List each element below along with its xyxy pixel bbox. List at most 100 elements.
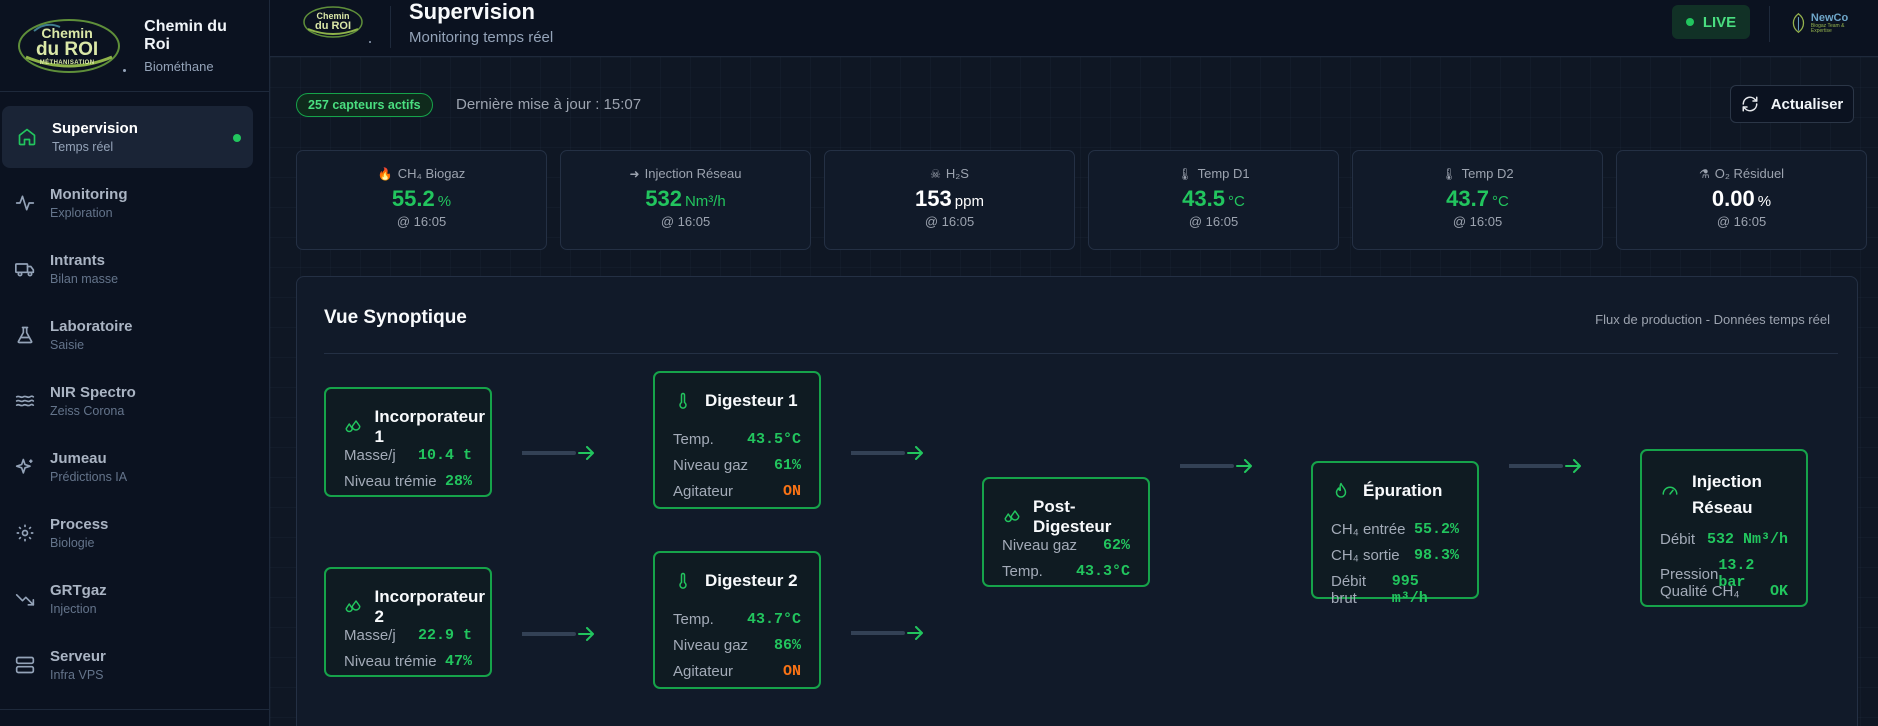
activity-icon [14,192,36,214]
thermometer-icon: 🌡 [1177,166,1193,181]
sidebar-item-jumeau[interactable]: Jumeau Prédictions IA [0,436,269,498]
node-row-label: Temp. [673,611,714,628]
partner-logo[interactable]: NewCo Biogaz Team & Expertise [1790,8,1858,38]
sidebar-item-grtgaz[interactable]: GRTgaz Injection [0,568,269,630]
brand-dot [123,69,126,72]
node-title: Incorporateur 2 [374,587,486,626]
kpi-value: 43.7 [1446,186,1489,211]
node-row-value: 86% [773,637,801,654]
node-injection-reseau[interactable]: Injection Réseau Débit 532 Nm³/h Pression 1… [1640,449,1808,607]
agitator-status: ON [782,483,801,500]
refresh-button[interactable]: Actualiser [1730,85,1854,123]
home-icon [16,126,38,148]
brand-logo[interactable]: Chemin du ROI MÉTHANISATION [16,17,120,75]
sidebar-item-process[interactable]: Process Biologie [0,502,269,564]
kpi-label: O₂ Résiduel [1714,166,1785,181]
node-title: Incorporateur 1 [374,407,486,446]
gauge-icon [1660,481,1680,501]
node-row-label: CH₄ entrée [1331,521,1406,538]
node-title-line1: Injection [1692,472,1762,491]
brand-header: Chemin du ROI MÉTHANISATION Chemin du Ro… [0,0,269,92]
sidebar-item-nir-spectro[interactable]: NIR Spectro Zeiss Corona [0,370,269,432]
sidebar-item-sub: Zeiss Corona [50,404,125,418]
kpi-label: Temp D1 [1197,166,1250,181]
node-row-value: 995 m³/h [1391,573,1428,607]
top-header: Chemin du ROI Supervision Monitoring tem… [270,0,1878,57]
kpi-value-wrap: 55.2% [297,186,546,212]
node-row-value: 28% [444,473,472,490]
header-logo-line2: du ROI [314,20,352,32]
node-row-value: 62% [1102,537,1130,554]
node-row-label: Niveau trémie [344,653,437,670]
sidebar-item-label: NIR Spectro [50,384,136,401]
thermometer-icon [673,391,693,411]
sidebar-item-label: Serveur [50,648,106,665]
node-row-value: 22.9 t [417,627,472,644]
node-row-value: 43.5°C [746,431,801,448]
sidebar-item-label: Monitoring [50,186,128,203]
brand-subtitle: Biométhane [144,58,214,74]
kpi-unit: °C [1491,193,1509,210]
kpi-value-wrap: 43.7 °C [1353,186,1602,212]
thermometer-icon: 🌡 [1441,166,1457,181]
node-row-value: OK [1769,583,1788,600]
brand-logo-line1: Chemin [41,24,93,41]
skull-icon: ☠ [930,166,941,181]
arrow-right-icon: ➜ [629,166,640,181]
node-digesteur-2[interactable]: Digesteur 2 Temp. 43.7°C Niveau gaz 86% Ag… [653,551,821,689]
node-incorporateur-1[interactable]: Incorporateur 1 Masse/j 10.4 t Niveau tré… [324,387,492,497]
sidebar-item-sub: Temps réel [52,140,114,154]
waves-icon [14,390,36,412]
sparkles-icon [14,456,36,478]
sidebar-item-sub: Infra VPS [50,668,104,682]
header-logo-dot [369,41,371,43]
flow-arrow-icon [1180,459,1252,473]
kpi-unit: % [1757,193,1772,210]
server-icon [14,654,36,676]
sidebar-item-serveur[interactable]: Serveur Infra VPS [0,634,269,696]
kpi-label: Temp D2 [1461,166,1514,181]
header-logo[interactable]: Chemin du ROI [302,5,364,39]
node-row-label: CH₄ sortie [1331,547,1400,564]
flow-arrow-icon [522,627,594,641]
kpi-unit: ppm [954,193,984,210]
kpi-value: 153 [915,186,952,211]
refresh-icon [1741,95,1759,113]
sidebar-divider [0,709,269,710]
sidebar-item-label: Process [50,516,109,533]
sidebar-item-supervision[interactable]: Supervision Temps réel [2,106,253,168]
node-row-label: Pression [1660,565,1719,583]
node-post-digesteur[interactable]: Post-Digesteur Niveau gaz 62% Temp. 43.3°C [982,477,1150,587]
kpi-unit: % [437,193,452,210]
page-subtitle: Monitoring temps réel [409,29,554,46]
node-row-label: Niveau trémie [344,473,437,490]
synoptic-title: Vue Synoptique [324,307,467,328]
gear-icon [14,522,36,544]
kpi-unit: °C [1227,193,1245,210]
node-row-label: Temp. [673,431,714,448]
node-title: Digesteur 2 [705,571,798,590]
kpi-card-o2-residuel: ⚗ O₂ Résiduel 0.00% @ 16:05 [1616,150,1867,250]
kpi-time: @ 16:05 [396,214,447,229]
droplets-icon [344,417,363,437]
partner-leaf-icon [1792,12,1805,34]
sidebar-item-sub: Exploration [50,206,113,220]
node-row-value: 55.2% [1413,521,1459,538]
sidebar-item-laboratoire[interactable]: Laboratoire Saisie [0,304,269,366]
kpi-card-injection-reseau: ➜ Injection Réseau 532 Nm³/h @ 16:05 [560,150,811,250]
node-digesteur-1[interactable]: Digesteur 1 Temp. 43.5°C Niveau gaz 61% Ag… [653,371,821,509]
active-indicator-dot [233,134,241,142]
kpi-time: @ 16:05 [924,214,975,229]
node-title: Épuration [1363,481,1443,500]
live-label: LIVE [1702,13,1737,31]
kpi-value: 55.2 [391,186,435,211]
node-epuration[interactable]: Épuration CH₄ entrée 55.2% CH₄ sortie 98.3… [1311,461,1479,607]
node-incorporateur-2[interactable]: Incorporateur 2 Masse/j 22.9 t Niveau tré… [324,567,492,677]
sidebar-item-monitoring[interactable]: Monitoring Exploration [0,172,269,234]
kpi-value-wrap: 0.00% [1617,186,1866,212]
partner-name: NewCo [1810,11,1849,24]
kpi-card-temp-d2: 🌡 Temp D2 43.7 °C @ 16:05 [1352,150,1603,250]
droplets-icon [1002,507,1021,527]
last-update-text: Dernière mise à jour : 15:07 [456,96,642,113]
sidebar-item-intrants[interactable]: Intrants Bilan masse [0,238,269,300]
